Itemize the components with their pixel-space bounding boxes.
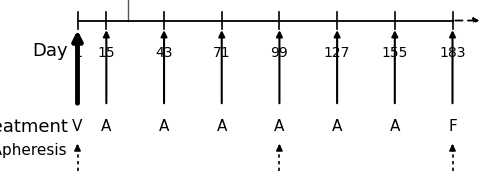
Text: A: A bbox=[274, 119, 284, 134]
Text: A: A bbox=[390, 119, 400, 134]
Text: 99: 99 bbox=[270, 46, 288, 60]
Text: 127: 127 bbox=[324, 46, 350, 60]
Text: A: A bbox=[216, 119, 227, 134]
Text: 43: 43 bbox=[156, 46, 173, 60]
Text: 155: 155 bbox=[382, 46, 408, 60]
Text: 15: 15 bbox=[98, 46, 115, 60]
Text: Treatment: Treatment bbox=[0, 117, 68, 136]
Text: 71: 71 bbox=[213, 46, 230, 60]
Text: F: F bbox=[448, 119, 457, 134]
Text: V: V bbox=[72, 119, 83, 134]
Text: A: A bbox=[159, 119, 169, 134]
Text: A: A bbox=[332, 119, 342, 134]
Text: Day: Day bbox=[32, 42, 68, 60]
Text: 1: 1 bbox=[73, 46, 82, 60]
Text: 183: 183 bbox=[440, 46, 466, 60]
Text: *Apheresis: *Apheresis bbox=[0, 143, 68, 158]
Text: A: A bbox=[101, 119, 112, 134]
